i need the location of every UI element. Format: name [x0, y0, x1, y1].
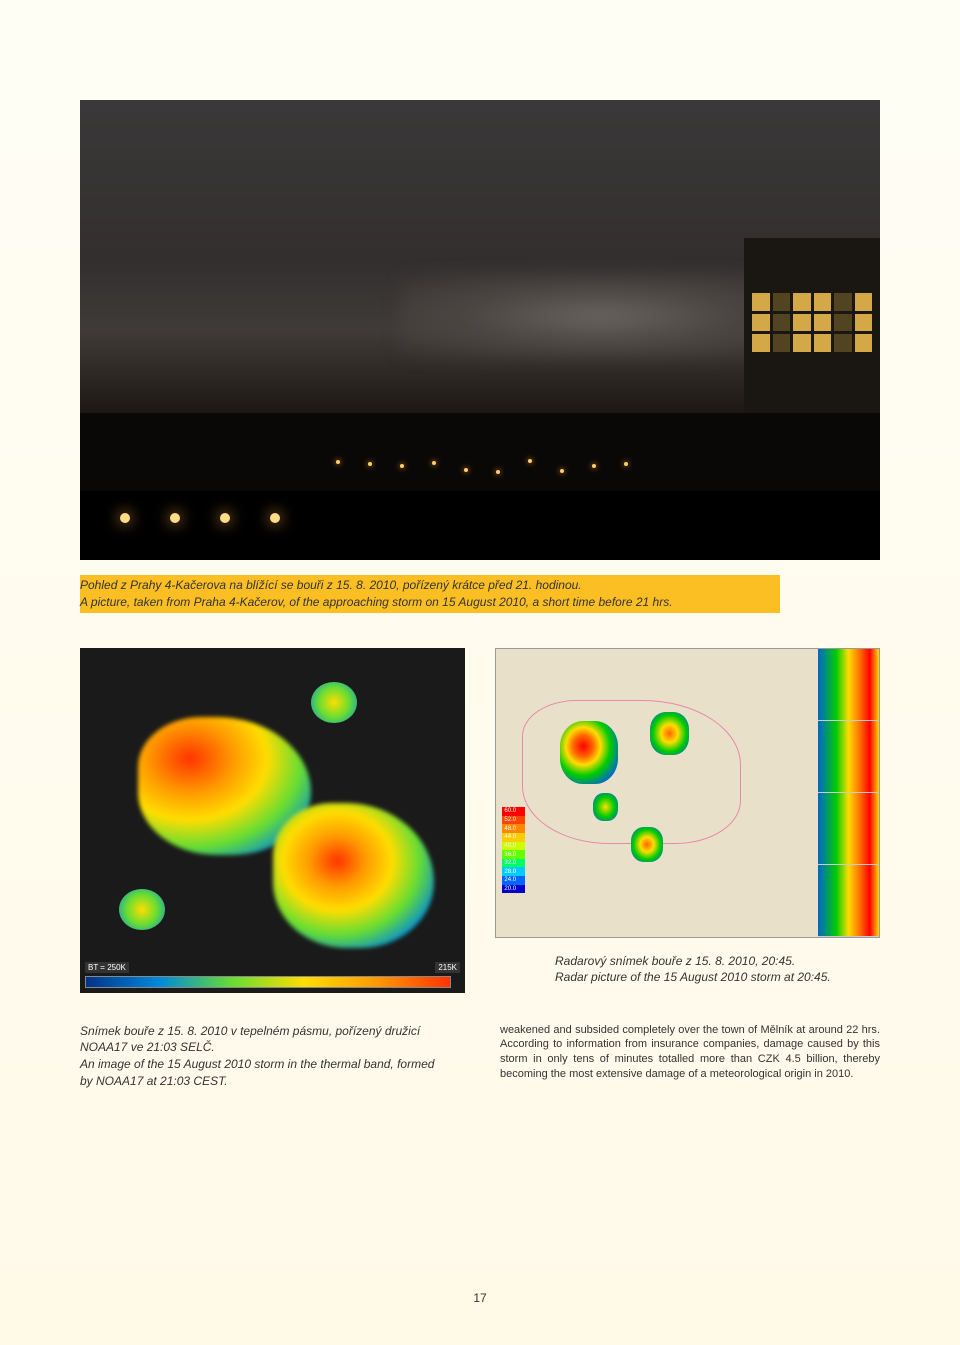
- city-light-dot: [400, 464, 404, 468]
- window-light: [814, 314, 832, 332]
- legend-value: 48.0: [502, 824, 525, 833]
- legend-value: 28.0: [502, 867, 525, 876]
- right-column: 60.052.048.044.040.036.032.028.024.020.0…: [495, 648, 880, 987]
- window-light: [834, 334, 852, 352]
- thermal-cell: [273, 803, 435, 948]
- window-light: [814, 334, 832, 352]
- radar-vertical-slices: [818, 649, 879, 937]
- city-light-dot: [592, 464, 596, 468]
- foreground: [80, 491, 880, 560]
- radar-slice: [818, 649, 879, 721]
- window-light: [793, 314, 811, 332]
- satellite-caption-cz: Snímek bouře z 15. 8. 2010 v tepelném pá…: [80, 1023, 440, 1057]
- radar-dbz-legend: 60.052.048.044.040.036.032.028.024.020.0: [502, 807, 525, 893]
- window-light: [773, 314, 791, 332]
- thermal-colorbar: [85, 976, 451, 988]
- legend-value: 24.0: [502, 876, 525, 885]
- country-border: [522, 700, 741, 844]
- main-caption-cz: Pohled z Prahy 4-Kačerova na blížící se …: [80, 577, 780, 594]
- satellite-caption-en: An image of the 15 August 2010 storm in …: [80, 1056, 440, 1090]
- city-light-dot: [432, 461, 436, 465]
- city-light-dot: [464, 468, 468, 472]
- main-caption-en: A picture, taken from Praha 4-Kačerov, o…: [80, 594, 780, 611]
- window-light: [855, 334, 873, 352]
- city-light-dot: [496, 470, 500, 474]
- legend-value: 36.0: [502, 850, 525, 859]
- body-paragraph: weakened and subsided completely over th…: [500, 1023, 880, 1090]
- city-light-dot: [528, 459, 532, 463]
- window-light: [793, 334, 811, 352]
- satellite-caption-block: Snímek bouře z 15. 8. 2010 v tepelném pá…: [80, 1023, 440, 1090]
- page-number: 17: [473, 1291, 486, 1305]
- window-light: [773, 293, 791, 311]
- window-light: [793, 293, 811, 311]
- radar-map-area: 60.052.048.044.040.036.032.028.024.020.0: [496, 649, 818, 937]
- window-light: [834, 293, 852, 311]
- image-row: BT = 250K 215K 60.052.048.044.040.036.03…: [80, 648, 880, 993]
- legend-value: 40.0: [502, 842, 525, 851]
- radar-echo: [650, 712, 689, 755]
- radar-caption-block: Radarový snímek bouře z 15. 8. 2010, 20:…: [495, 953, 880, 987]
- window-light: [752, 334, 770, 352]
- radar-caption-cz: Radarový snímek bouře z 15. 8. 2010, 20:…: [555, 953, 880, 970]
- radar-caption-en: Radar picture of the 15 August 2010 stor…: [555, 969, 880, 986]
- radar-slice: [818, 793, 879, 865]
- storm-photo: [80, 100, 880, 560]
- city-light-dot: [624, 462, 628, 466]
- left-column: BT = 250K 215K: [80, 648, 465, 993]
- window-light: [752, 314, 770, 332]
- colorbar-label-right: 215K: [435, 962, 460, 973]
- radar-echo: [593, 793, 619, 822]
- window-light: [834, 314, 852, 332]
- legend-value: 32.0: [502, 859, 525, 868]
- light-dot: [270, 513, 280, 523]
- window-light: [855, 293, 873, 311]
- window-light: [814, 293, 832, 311]
- main-caption-block: Pohled z Prahy 4-Kačerova na blížící se …: [80, 575, 780, 613]
- radar-echo: [631, 827, 663, 862]
- city-light-dot: [368, 462, 372, 466]
- radar-slice: [818, 865, 879, 937]
- radar-composite-image: 60.052.048.044.040.036.032.028.024.020.0: [495, 648, 880, 938]
- window-light: [752, 293, 770, 311]
- city-light-dot: [560, 469, 564, 473]
- window-light: [773, 334, 791, 352]
- colorbar-label-left: BT = 250K: [85, 962, 129, 973]
- legend-value: 52.0: [502, 816, 525, 825]
- legend-value: 60.0: [502, 807, 525, 816]
- legend-value: 20.0: [502, 885, 525, 894]
- light-dot: [170, 513, 180, 523]
- storm-clouds: [400, 275, 800, 358]
- satellite-thermal-image: BT = 250K 215K: [80, 648, 465, 993]
- bottom-text-row: Snímek bouře z 15. 8. 2010 v tepelném pá…: [80, 1023, 880, 1090]
- street-lights: [120, 513, 280, 523]
- window-light: [855, 314, 873, 332]
- city-lights: [320, 459, 640, 477]
- light-dot: [120, 513, 130, 523]
- light-dot: [220, 513, 230, 523]
- building-windows: [752, 293, 872, 352]
- radar-slice: [818, 721, 879, 793]
- legend-value: 44.0: [502, 833, 525, 842]
- city-light-dot: [336, 460, 340, 464]
- radar-echo: [560, 721, 618, 784]
- thermal-cell-small: [311, 682, 357, 723]
- thermal-cell-small: [119, 889, 165, 930]
